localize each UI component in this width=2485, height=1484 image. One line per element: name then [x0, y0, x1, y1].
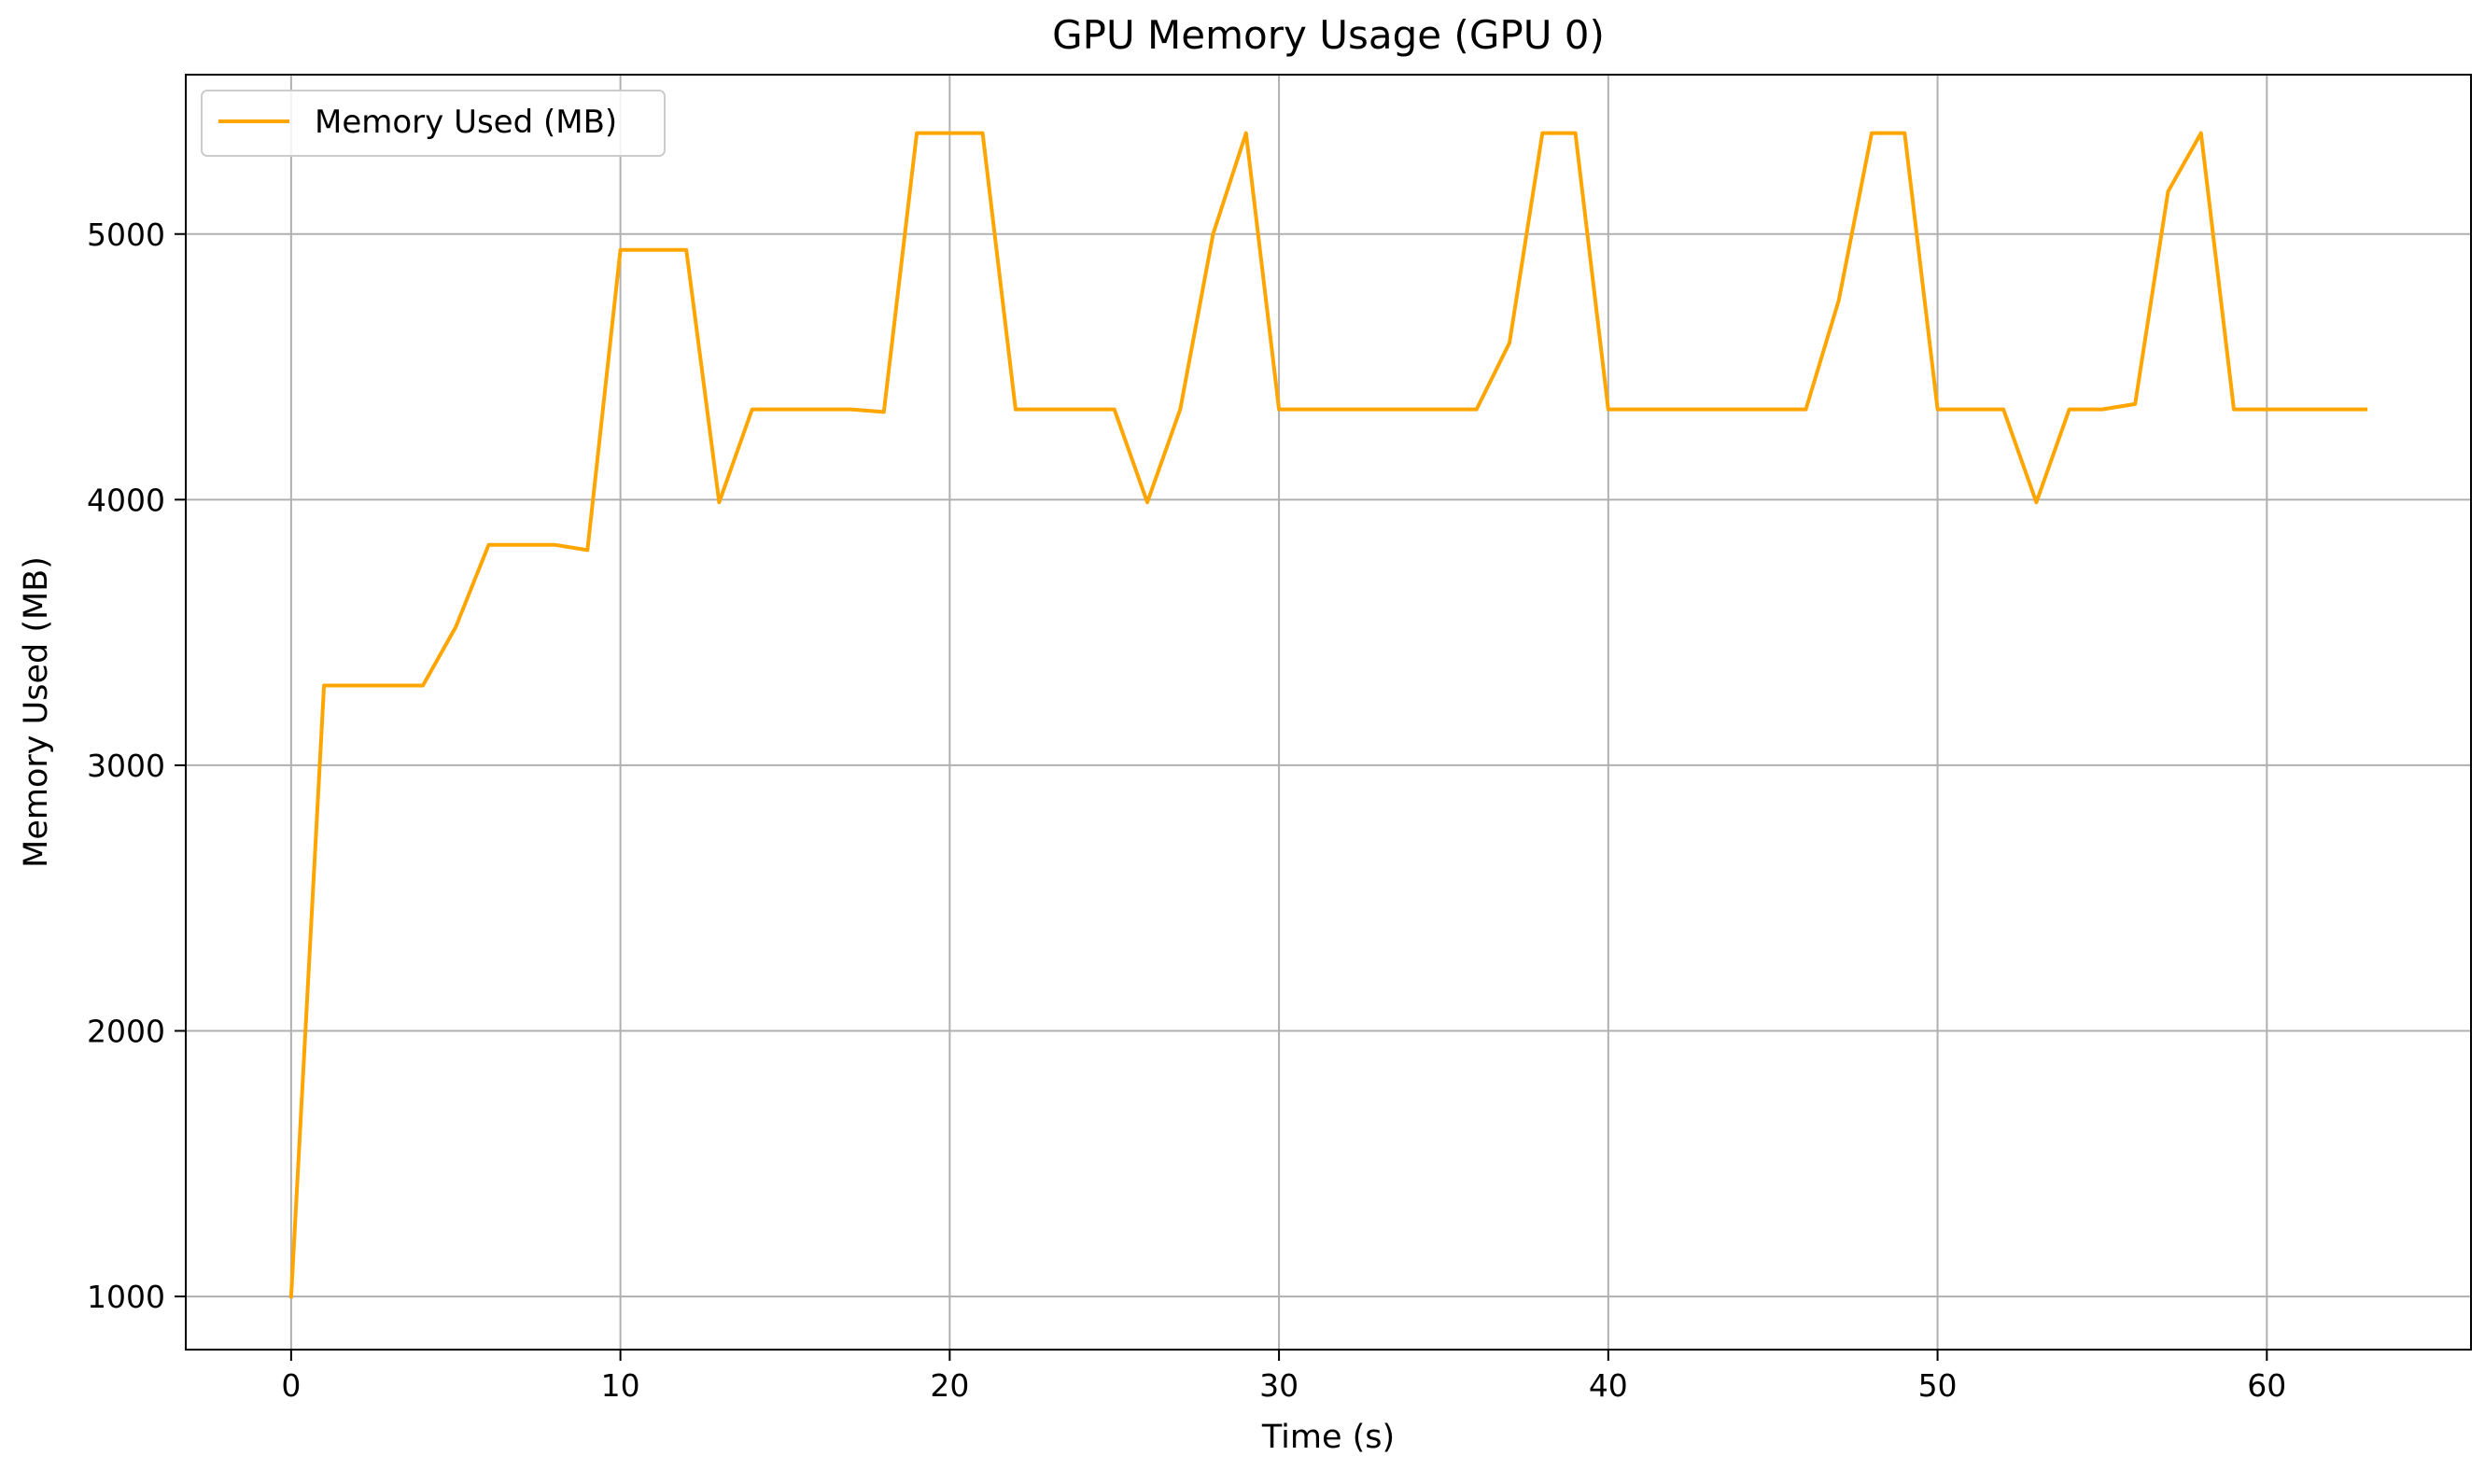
y-tick-label: 5000: [87, 217, 165, 253]
plot-area-frame: [185, 74, 2472, 1351]
y-tick-label: 4000: [87, 482, 165, 518]
x-axis-ticks: 0 10 20 30 40 50 60: [281, 1350, 2286, 1404]
y-axis-label: Memory Used (MB): [18, 556, 55, 868]
x-tick-label: 60: [2247, 1367, 2286, 1404]
x-tick-label: 50: [1918, 1367, 1958, 1404]
legend-box: [201, 90, 666, 157]
y-axis-ticks: 1000 2000 3000 4000 5000: [87, 217, 186, 1315]
x-tick-label: 10: [601, 1367, 640, 1404]
x-tick-label: 0: [281, 1367, 301, 1404]
series-layer: [288, 131, 2368, 1299]
legend-label: Memory Used (MB): [315, 104, 617, 141]
x-tick-label: 20: [930, 1367, 969, 1404]
x-axis-label: Time (s): [1261, 1419, 1395, 1456]
x-tick-label: 40: [1589, 1367, 1628, 1404]
chart-title: GPU Memory Usage (GPU 0): [1052, 12, 1605, 58]
legend: Memory Used (MB): [201, 90, 666, 157]
y-tick-label: 3000: [87, 748, 165, 784]
series-line-memory-used: [288, 131, 2368, 1299]
x-tick-label: 30: [1259, 1367, 1299, 1404]
y-tick-label: 1000: [87, 1279, 165, 1315]
grid-lines: [186, 75, 2471, 1350]
y-tick-label: 2000: [87, 1014, 165, 1050]
